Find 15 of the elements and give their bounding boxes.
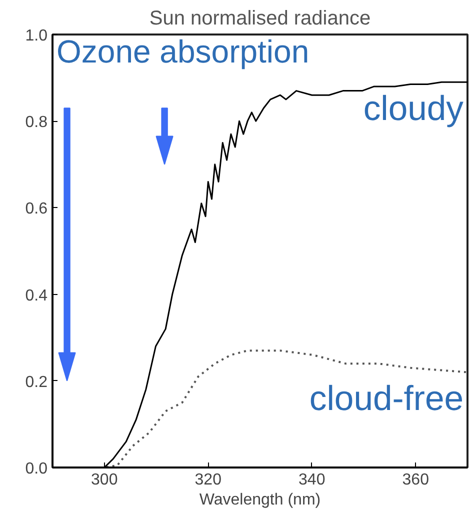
series-label: cloudy (363, 90, 464, 128)
x-tick-label: 320 (194, 472, 222, 488)
series-label: cloud-free (309, 380, 464, 418)
x-tick-label: 300 (91, 472, 118, 488)
y-tick-label: 0.6 (25, 200, 48, 218)
y-tick-label: 0.8 (25, 114, 48, 132)
x-axis-title: Wavelength (nm) (199, 492, 321, 508)
y-tick-label: 1.0 (25, 28, 48, 44)
x-tick-label: 340 (298, 472, 326, 488)
y-tick-label: 0.4 (25, 287, 48, 304)
x-tick-label: 360 (402, 472, 430, 488)
annotation: Ozone absorption (56, 34, 310, 70)
chart-title: Sun normalised radiance (149, 8, 371, 30)
y-tick-label: 0.0 (25, 460, 48, 478)
y-tick-label: 0.2 (25, 374, 48, 391)
